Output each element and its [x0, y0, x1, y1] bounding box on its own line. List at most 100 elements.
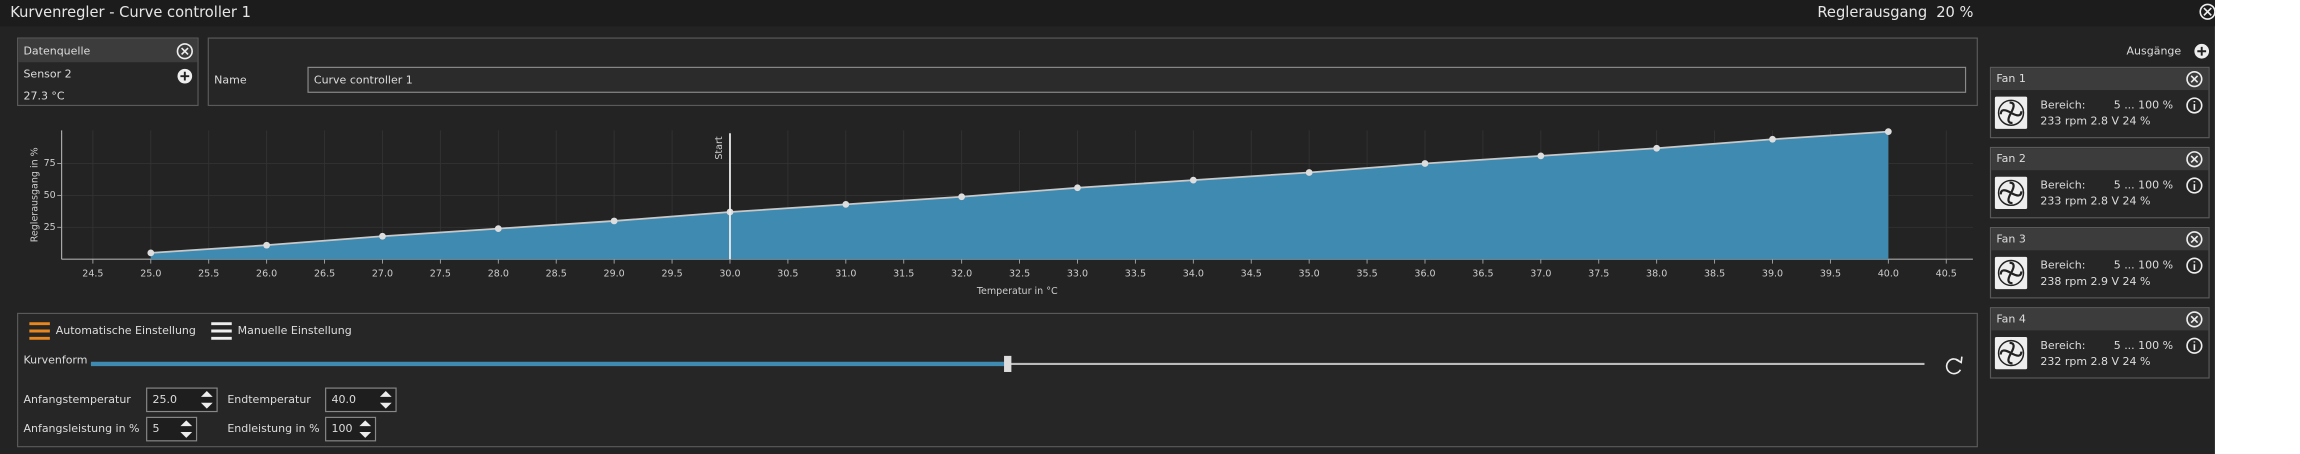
manual-tab[interactable]: Manuelle Einstellung: [238, 324, 352, 337]
fan-remove[interactable]: [2186, 311, 2203, 328]
fan-range: 5 ... 100 %: [2114, 339, 2173, 352]
spinner[interactable]: [379, 391, 392, 409]
fan-status: 233 rpm 2.8 V 24 %: [2040, 115, 2150, 128]
spinner[interactable]: [180, 420, 193, 438]
end-temp-label: Endtemperatur: [227, 393, 311, 406]
point[interactable]: [379, 232, 386, 240]
point[interactable]: [1884, 128, 1892, 135]
fan-status: 232 rpm 2.8 V 24 %: [2040, 355, 2150, 368]
x-tick-label: 32.5: [1009, 268, 1030, 279]
fan-icon-ring: [1997, 339, 2025, 367]
x-tick-label: 25.5: [198, 268, 219, 279]
x-tick-label: 39.0: [1762, 268, 1783, 279]
x-tick-label: 39.5: [1820, 268, 1841, 279]
fan-range-label: Bereich:: [2040, 259, 2085, 272]
point[interactable]: [1305, 169, 1313, 176]
fan-info[interactable]: [2186, 257, 2203, 274]
point[interactable]: [610, 217, 618, 225]
fan-range: 5 ... 100 %: [2114, 179, 2173, 192]
fan-blade: [2010, 271, 2023, 277]
window-title: Kurvenregler - Curve controller 1: [10, 4, 251, 21]
x-tick-label: 38.0: [1646, 268, 1667, 279]
refresh-button[interactable]: [1945, 356, 1963, 375]
x-tick-label: 33.5: [1125, 268, 1146, 279]
end-temp-value: 40.0: [332, 393, 356, 406]
fan-blade: [2007, 352, 2013, 365]
fan-blade: [2009, 181, 2015, 194]
fan-name: Fan 1: [1996, 72, 2026, 85]
fan-status: 233 rpm 2.8 V 24 %: [2040, 195, 2150, 208]
fan-blade: [1999, 189, 2012, 195]
x-tick-label: 26.5: [314, 268, 335, 279]
fan-info[interactable]: [2186, 97, 2203, 114]
x-tick-label: 40.0: [1878, 268, 1899, 279]
fan-blade: [2007, 192, 2013, 205]
fan-header: [1991, 308, 2209, 331]
point[interactable]: [1537, 152, 1545, 160]
start-temp-input[interactable]: [146, 387, 218, 413]
slider-thumb[interactable]: [1004, 355, 1012, 372]
x-tick-label: 31.5: [893, 268, 914, 279]
point[interactable]: [263, 241, 271, 249]
fan-header: [1991, 68, 2209, 91]
fan-list: Fan 1 Bereich: 5 ... 100 % 233 rpm 2.8 V 24…: [1989, 66, 2210, 379]
fan-blade: [2010, 351, 2023, 357]
output-value: 20 %: [1936, 4, 1973, 21]
point[interactable]: [147, 249, 155, 257]
spinner[interactable]: [359, 420, 372, 438]
fan-remove[interactable]: [2186, 70, 2203, 88]
fan-remove[interactable]: [2186, 151, 2203, 168]
spinner[interactable]: [200, 391, 213, 409]
x-axis-label: Temperatur in °C: [976, 286, 1058, 297]
x-tick-label: 27.5: [430, 268, 451, 279]
chart: 24.5 25.0 25.5 26.0 26.5 27.0 27.5 28.0 28.5 29.0…: [30, 128, 1973, 297]
curve-slider[interactable]: [90, 355, 1925, 372]
x-tick-label: 36.5: [1472, 268, 1493, 279]
remove-source[interactable]: [176, 43, 193, 60]
point[interactable]: [494, 225, 502, 232]
point[interactable]: [1189, 176, 1197, 184]
start-power-value: 5: [153, 422, 160, 435]
source-title: Datenquelle: [23, 44, 90, 57]
output-label: Reglerausgang: [1817, 4, 1927, 21]
end-power-value: 100: [332, 422, 353, 435]
fan-range-label: Bereich:: [2040, 339, 2085, 352]
point[interactable]: [1653, 144, 1661, 152]
fan-icon-ring: [1997, 179, 2025, 207]
fan-remove-x: [2190, 235, 2199, 244]
x-tick-label: 29.0: [604, 268, 625, 279]
fan-remove-x: [2190, 315, 2199, 324]
name-label: Name: [214, 74, 247, 87]
fan-blade: [2009, 341, 2015, 354]
auto-tab[interactable]: Automatische Einstellung: [56, 324, 196, 337]
fan-remove-x: [2190, 155, 2199, 163]
x-tick-label: 34.5: [1241, 268, 1262, 279]
point[interactable]: [842, 200, 850, 208]
fan-range: 5 ... 100 %: [2114, 98, 2173, 111]
fan-range-label: Bereich:: [2040, 179, 2085, 192]
auto-icon[interactable]: [29, 322, 50, 340]
fan-remove[interactable]: [2186, 231, 2203, 248]
fan-name: Fan 2: [1996, 152, 2026, 165]
fan-remove-x: [2190, 75, 2199, 83]
fan-blade: [2007, 112, 2013, 125]
add-output[interactable]: [2194, 43, 2210, 59]
x-tick-label: 30.0: [719, 268, 740, 279]
add-sensor[interactable]: [177, 68, 193, 84]
title-bar: [0, 0, 2215, 27]
point[interactable]: [958, 193, 966, 201]
point[interactable]: [1074, 184, 1081, 192]
close-button[interactable]: [2199, 3, 2216, 20]
fan-info[interactable]: [2186, 177, 2203, 194]
end-temp-input[interactable]: [325, 387, 397, 413]
name-input[interactable]: [307, 66, 1967, 93]
x-tick-label: 27.0: [372, 268, 393, 279]
fan-blade: [2010, 111, 2023, 117]
fan-blade: [2007, 272, 2013, 285]
fan-range-label: Bereich:: [2040, 98, 2085, 111]
point[interactable]: [1421, 160, 1429, 167]
fan-info[interactable]: [2186, 337, 2203, 354]
manual-icon[interactable]: [211, 322, 232, 340]
point[interactable]: [1769, 135, 1776, 143]
